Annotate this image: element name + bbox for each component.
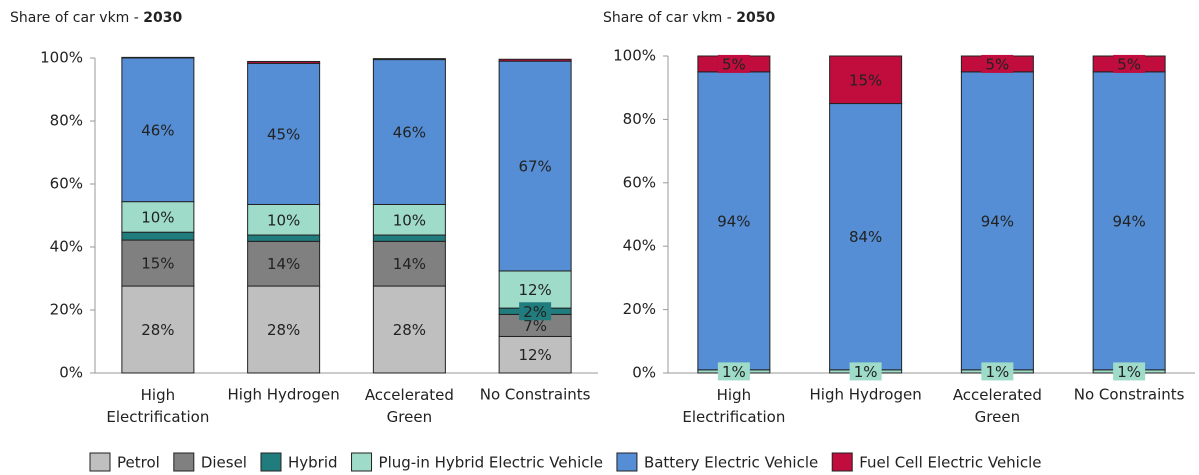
data-label: 5%: [722, 55, 746, 73]
bar-segment: [829, 103, 903, 371]
data-label: 5%: [985, 55, 1009, 73]
data-label: 1%: [854, 363, 878, 381]
bar-segment: [372, 58, 446, 61]
x-tick-label: High Electrification: [106, 386, 209, 426]
bar-segment: [247, 285, 321, 374]
bar-segment: [247, 234, 321, 242]
data-label: 1%: [985, 363, 1009, 381]
data-label: 46%: [393, 124, 426, 142]
label-box: [1113, 54, 1146, 73]
label-box: [981, 362, 1014, 381]
bar-segment: [372, 234, 446, 242]
chart-title: Share of car vkm - 2030: [10, 10, 182, 26]
data-label: 14%: [267, 255, 300, 273]
bar-segment: [498, 58, 572, 62]
legend-swatch: [351, 452, 373, 472]
data-label: 10%: [141, 208, 174, 226]
legend-swatch: [831, 452, 853, 472]
bar-segment: [121, 239, 195, 287]
data-label: 46%: [141, 121, 174, 139]
label-box: [519, 302, 552, 321]
data-label: 12%: [518, 281, 551, 299]
data-label: 28%: [267, 321, 300, 339]
legend-swatch: [173, 452, 195, 472]
data-label: 28%: [393, 321, 426, 339]
y-tick-label: 0%: [632, 364, 656, 382]
x-tick-label: High Electrification: [682, 386, 785, 426]
bar-segment: [121, 201, 195, 233]
chart-title: Share of car vkm - 2050: [603, 10, 775, 26]
y-tick-label: 100%: [40, 49, 83, 67]
data-label: 1%: [1117, 363, 1141, 381]
data-label: 5%: [1117, 55, 1141, 73]
data-label: 94%: [717, 212, 750, 230]
x-tick-label: Accelerated Green: [365, 386, 454, 426]
legend-label: Battery Electric Vehicle: [644, 454, 818, 472]
y-tick-label: 20%: [50, 301, 83, 319]
legend-swatch: [260, 452, 282, 472]
x-tick-label: No Constraints: [1074, 386, 1185, 404]
data-label: 2%: [523, 303, 547, 321]
legend-label: Petrol: [117, 454, 160, 472]
bar-segment: [498, 270, 572, 309]
legend-label: Plug-in Hybrid Electric Vehicle: [379, 454, 603, 472]
data-label: 14%: [393, 255, 426, 273]
bar-segment: [372, 59, 446, 205]
x-tick-label: High Hydrogen: [228, 386, 340, 404]
y-tick-label: 0%: [59, 364, 83, 382]
data-label: 10%: [267, 211, 300, 229]
bar-segment: [829, 55, 903, 105]
x-tick-label: Accelerated Green: [953, 386, 1042, 426]
y-tick-label: 40%: [50, 238, 83, 256]
legend-swatch: [616, 452, 638, 472]
data-label: 1%: [722, 363, 746, 381]
label-box: [1113, 362, 1146, 381]
bar-segment: [121, 56, 195, 59]
y-tick-label: 80%: [50, 112, 83, 130]
y-tick-label: 20%: [623, 300, 656, 318]
x-tick-label: High Hydrogen: [810, 386, 922, 404]
y-tick-label: 80%: [623, 110, 656, 128]
legend-swatch: [89, 452, 111, 472]
bar-segment: [121, 231, 195, 241]
legend-label: Hybrid: [288, 454, 338, 472]
data-label: 15%: [141, 255, 174, 273]
y-tick-label: 100%: [613, 47, 656, 65]
label-box: [981, 54, 1014, 73]
y-tick-label: 60%: [50, 175, 83, 193]
data-label: 7%: [523, 317, 547, 335]
data-label: 94%: [1112, 212, 1145, 230]
bar-segment: [247, 60, 321, 64]
y-tick-label: 40%: [623, 237, 656, 255]
bar-segment: [121, 285, 195, 374]
bar-segment: [121, 57, 195, 203]
data-label: 28%: [141, 321, 174, 339]
data-label: 10%: [393, 211, 426, 229]
y-tick-label: 60%: [623, 173, 656, 191]
label-box: [849, 362, 882, 381]
data-label: 84%: [849, 228, 882, 246]
legend-label: Diesel: [201, 454, 247, 472]
x-tick-label: No Constraints: [480, 386, 591, 404]
label-box: [717, 54, 750, 73]
data-label: 15%: [849, 71, 882, 89]
data-label: 45%: [267, 125, 300, 143]
data-label: 94%: [981, 212, 1014, 230]
bar-segment: [498, 60, 572, 272]
data-label: 12%: [518, 346, 551, 364]
legend-label: Fuel Cell Electric Vehicle: [859, 454, 1041, 472]
bar-segment: [372, 203, 446, 236]
bar-segment: [498, 335, 572, 374]
bar-segment: [372, 240, 446, 287]
label-box: [717, 362, 750, 381]
bar-segment: [372, 285, 446, 374]
bar-segment: [247, 62, 321, 205]
data-label: 67%: [518, 158, 551, 176]
